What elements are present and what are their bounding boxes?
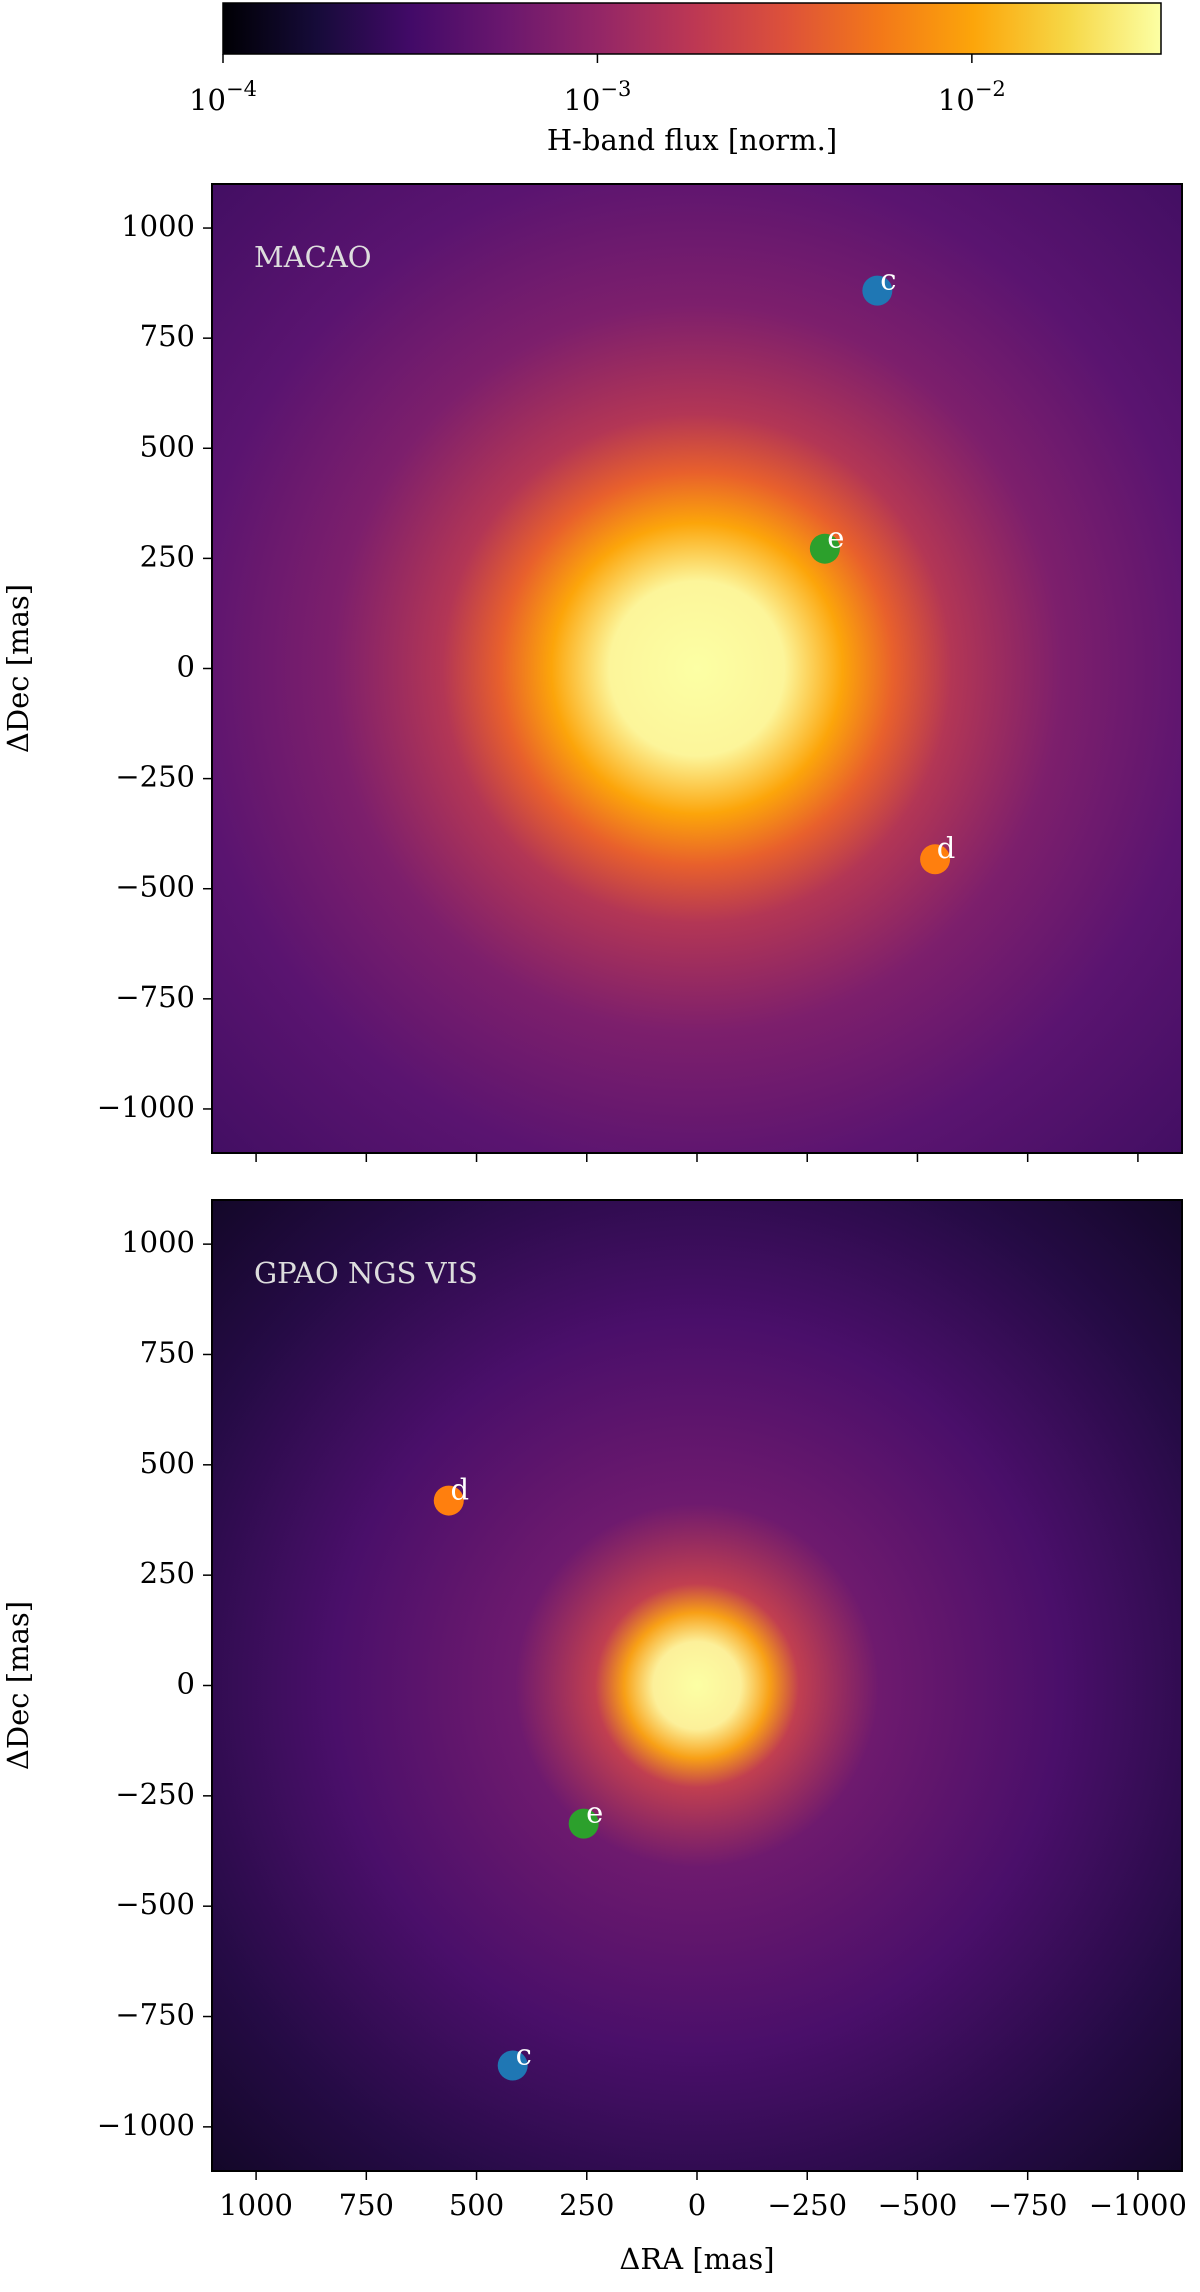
tick-base: 10 — [563, 83, 600, 117]
point-label: d — [450, 1473, 469, 1507]
x-tick-label: −750 — [988, 2188, 1068, 2222]
y-tick-label: −1000 — [97, 2108, 195, 2142]
y-tick-label: −1000 — [97, 1090, 195, 1124]
tick-exponent: −3 — [600, 77, 631, 101]
panel-annotation: MACAO — [254, 240, 372, 274]
y-axis-label: ΔDec [mas] — [1, 1601, 35, 1770]
point-label: e — [586, 1796, 603, 1830]
x-tick-label: 500 — [449, 2188, 504, 2222]
y-tick-label: −250 — [115, 760, 195, 794]
x-tick-label: −1000 — [1089, 2188, 1187, 2222]
point-label: c — [880, 263, 896, 297]
companion-point — [497, 2050, 528, 2081]
x-tick-label: 0 — [688, 2188, 706, 2222]
tick-label: 10−3 — [563, 77, 631, 118]
y-tick-label: −500 — [115, 1887, 195, 1921]
tick-base: 10 — [189, 83, 226, 117]
y-tick-label: −500 — [115, 870, 195, 904]
x-tick-label: −500 — [878, 2188, 958, 2222]
companion-point — [920, 844, 951, 875]
companion-point — [862, 275, 893, 306]
y-tick-label: 500 — [140, 429, 195, 463]
y-tick-label: 750 — [140, 319, 195, 353]
y-tick-label: 1000 — [121, 1225, 195, 1259]
y-tick-label: 250 — [140, 1556, 195, 1590]
panel-annotation: GPAO NGS VIS — [254, 1256, 478, 1290]
point-label: d — [937, 831, 956, 865]
y-tick-label: −750 — [115, 980, 195, 1014]
x-tick-label: 750 — [339, 2188, 394, 2222]
tick-label: 10−4 — [189, 77, 257, 118]
y-axis-label: ΔDec [mas] — [1, 584, 35, 753]
colorbar — [222, 2, 1162, 55]
x-axis-label: ΔRA [mas] — [619, 2242, 774, 2276]
companion-point — [568, 1808, 599, 1839]
tick-label: 10−2 — [938, 77, 1006, 118]
x-tick-label: 1000 — [219, 2188, 293, 2222]
image — [212, 184, 1182, 1153]
tick-exponent: −2 — [975, 77, 1006, 101]
y-tick-label: 0 — [177, 1667, 195, 1701]
x-tick-label: 250 — [559, 2188, 614, 2222]
companion-point — [809, 533, 840, 564]
companion-point — [433, 1485, 464, 1516]
y-tick-label: −750 — [115, 1998, 195, 2032]
y-tick-label: 750 — [140, 1335, 195, 1369]
point-label: e — [827, 521, 844, 555]
colorbar-label: H-band flux [norm.] — [547, 123, 837, 157]
y-tick-label: 500 — [140, 1446, 195, 1480]
tick-exponent: −4 — [226, 77, 257, 101]
y-tick-label: −250 — [115, 1777, 195, 1811]
y-tick-label: 250 — [140, 539, 195, 573]
point-label: c — [516, 2038, 532, 2072]
y-tick-label: 1000 — [121, 209, 195, 243]
x-tick-label: −250 — [767, 2188, 847, 2222]
tick-base: 10 — [938, 83, 975, 117]
image — [212, 1200, 1182, 2171]
y-tick-label: 0 — [177, 650, 195, 684]
